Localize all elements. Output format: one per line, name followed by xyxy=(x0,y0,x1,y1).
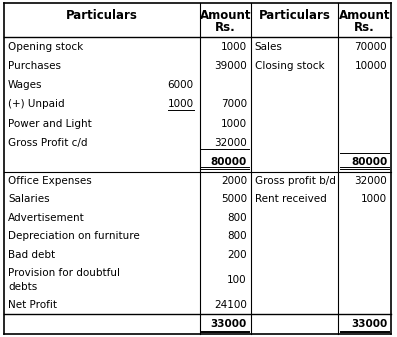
Text: 2000: 2000 xyxy=(221,176,247,186)
Text: 32000: 32000 xyxy=(355,176,387,186)
Text: 39000: 39000 xyxy=(214,61,247,71)
Text: Amount: Amount xyxy=(199,9,251,22)
Text: Amount: Amount xyxy=(339,9,390,22)
Text: Sales: Sales xyxy=(255,42,283,52)
Text: 1000: 1000 xyxy=(168,99,194,109)
Text: Closing stock: Closing stock xyxy=(255,61,324,71)
Text: 1000: 1000 xyxy=(221,119,247,128)
Text: Net Profit: Net Profit xyxy=(8,300,57,310)
Text: 800: 800 xyxy=(227,232,247,242)
Text: Advertisement: Advertisement xyxy=(8,213,85,223)
Text: Rs.: Rs. xyxy=(215,21,235,34)
Text: 33000: 33000 xyxy=(211,319,247,329)
Text: Purchases: Purchases xyxy=(8,61,61,71)
Text: Bad debt: Bad debt xyxy=(8,250,55,260)
Text: 800: 800 xyxy=(227,213,247,223)
Text: 100: 100 xyxy=(227,275,247,285)
Text: Particulars: Particulars xyxy=(66,9,138,22)
Text: Opening stock: Opening stock xyxy=(8,42,83,52)
Text: 70000: 70000 xyxy=(355,42,387,52)
Text: 10000: 10000 xyxy=(355,61,387,71)
Text: Gross profit b/d: Gross profit b/d xyxy=(255,176,336,186)
Text: 80000: 80000 xyxy=(211,157,247,167)
Text: Rs.: Rs. xyxy=(354,21,375,34)
Text: Power and Light: Power and Light xyxy=(8,119,92,128)
Text: 32000: 32000 xyxy=(214,138,247,148)
Text: Depreciation on furniture: Depreciation on furniture xyxy=(8,232,140,242)
Text: 6000: 6000 xyxy=(168,80,194,90)
Text: Rent received: Rent received xyxy=(255,194,327,204)
Text: Wages: Wages xyxy=(8,80,42,90)
Text: 7000: 7000 xyxy=(221,99,247,109)
Text: 5000: 5000 xyxy=(221,194,247,204)
Text: (+) Unpaid: (+) Unpaid xyxy=(8,99,65,109)
Text: Office Expenses: Office Expenses xyxy=(8,176,92,186)
Text: 33000: 33000 xyxy=(351,319,387,329)
Text: 1000: 1000 xyxy=(361,194,387,204)
Text: Salaries: Salaries xyxy=(8,194,50,204)
Text: 1000: 1000 xyxy=(221,42,247,52)
Text: debts: debts xyxy=(8,282,37,292)
Text: 80000: 80000 xyxy=(351,157,387,167)
Text: Provision for doubtful: Provision for doubtful xyxy=(8,268,120,278)
Text: Gross Profit c/d: Gross Profit c/d xyxy=(8,138,87,148)
Text: 24100: 24100 xyxy=(214,300,247,310)
Text: Particulars: Particulars xyxy=(258,9,330,22)
Text: 200: 200 xyxy=(227,250,247,260)
